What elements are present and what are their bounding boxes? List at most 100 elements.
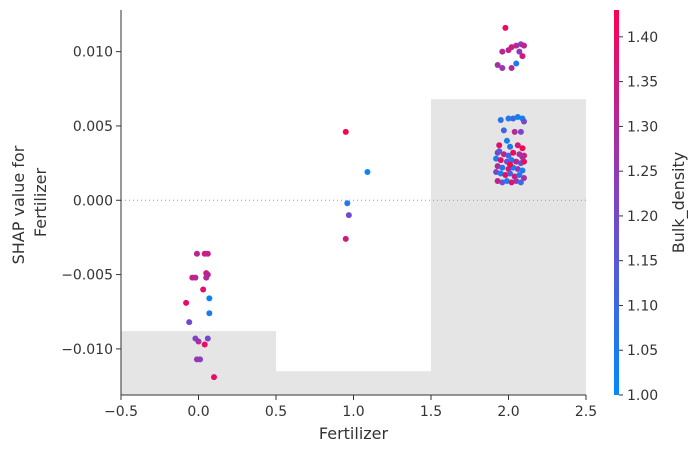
- scatter-point: [503, 137, 510, 144]
- scatter-point: [204, 250, 211, 257]
- scatter-point: [342, 235, 349, 242]
- colorbar-tick-label: 1.15: [627, 254, 658, 270]
- colorbar-label: Bulk_density: [669, 152, 689, 254]
- scatter-point: [521, 174, 527, 181]
- scatter-point: [521, 42, 527, 49]
- scatter-point: [513, 60, 520, 67]
- x-axis-label: Fertilizer: [319, 424, 389, 443]
- colorbar-tick-label: 1.05: [627, 343, 658, 359]
- scatter-point: [364, 169, 371, 176]
- scatter-point: [521, 118, 527, 125]
- scatter-point: [500, 151, 507, 158]
- scatter-point: [204, 335, 211, 342]
- scatter-point: [513, 42, 520, 49]
- histogram-bar: [431, 99, 586, 396]
- scatter-point: [502, 172, 509, 178]
- scatter-point: [494, 177, 501, 184]
- x-tick-label: 0.5: [265, 404, 287, 420]
- scatter-point: [514, 114, 521, 121]
- colorbar-tick-label: 1.10: [627, 298, 658, 314]
- scatter-point: [508, 179, 515, 186]
- colorbar-tick-label: 1.30: [627, 119, 658, 135]
- scatter-point: [497, 170, 504, 177]
- scatter-point: [497, 117, 504, 123]
- colorbar-tick-label: 1.20: [627, 209, 658, 225]
- colorbar-tick-label: 1.25: [627, 164, 658, 180]
- scatter-point: [494, 62, 501, 68]
- scatter-point: [342, 128, 349, 135]
- scatter-point: [493, 169, 500, 176]
- scatter-point: [195, 338, 202, 345]
- y-tick-label: 0.000: [73, 193, 113, 209]
- scatter-point: [345, 212, 352, 219]
- scatter-point: [514, 166, 521, 173]
- scatter-point: [494, 163, 501, 170]
- colorbar-tick-label: 1.35: [627, 75, 658, 91]
- scatter-point: [516, 172, 523, 178]
- scatter-point: [496, 148, 503, 155]
- histogram-bar: [276, 371, 431, 395]
- scatter-point: [503, 177, 510, 184]
- scatter-point: [201, 341, 208, 348]
- y-tick-label: −0.005: [61, 268, 113, 284]
- x-tick-label: 0.0: [187, 404, 209, 420]
- x-tick-label: 1.0: [342, 404, 364, 420]
- colorbar-ticks: 1.00 1.05 1.10 1.15 1.20 1.25 1.30 1.35 1.40: [619, 30, 658, 404]
- scatter-point: [511, 128, 518, 135]
- x-axis: −0.5 0.0 0.5 1.0 1.5 2.0 2.5: [104, 394, 597, 420]
- scatter-point: [505, 152, 512, 159]
- scatter-point: [519, 145, 526, 152]
- scatter-point: [183, 299, 190, 306]
- scatter-point: [200, 286, 207, 293]
- scatter-point: [513, 158, 520, 165]
- scatter-point: [206, 310, 213, 317]
- scatter-point: [519, 154, 526, 161]
- scatter-point: [192, 274, 199, 281]
- scatter-point: [519, 167, 526, 174]
- scatter-points: [183, 24, 527, 381]
- scatter-point: [497, 157, 504, 164]
- scatter-point: [193, 250, 200, 257]
- scatter-point: [193, 356, 200, 363]
- scatter-point: [507, 143, 514, 150]
- scatter-point: [493, 155, 500, 162]
- y-axis: 0.010 0.005 0.000 −0.005 −0.010: [61, 10, 122, 395]
- scatter-point: [500, 127, 507, 134]
- scatter-point: [211, 374, 217, 381]
- scatter-point: [507, 161, 514, 168]
- scatter-point: [516, 48, 523, 55]
- scatter-point: [186, 319, 193, 326]
- scatter-point: [496, 142, 503, 149]
- y-axis-label: SHAP value for Fertilizer: [9, 141, 50, 265]
- x-tick-label: 1.5: [420, 404, 442, 420]
- scatter-point: [505, 115, 512, 122]
- scatter-point: [502, 24, 509, 31]
- scatter-point: [517, 128, 524, 135]
- x-tick-label: 2.5: [575, 404, 597, 420]
- scatter-point: [499, 164, 506, 171]
- x-tick-label: −0.5: [104, 404, 138, 420]
- y-axis-label-line-2: Fertilizer: [31, 167, 50, 237]
- scatter-point: [344, 200, 351, 207]
- colorbar: [614, 10, 619, 395]
- colorbar-tick-label: 1.00: [627, 388, 658, 404]
- x-tick-label: 2.0: [497, 404, 519, 420]
- scatter-point: [510, 115, 517, 122]
- scatter-point: [206, 295, 213, 302]
- scatter-point: [499, 64, 506, 71]
- scatter-point: [519, 53, 526, 60]
- scatter-point: [510, 149, 517, 156]
- y-tick-label: −0.010: [61, 342, 113, 358]
- scatter-point: [505, 47, 512, 54]
- scatter-point: [499, 48, 506, 55]
- colorbar-tick-label: 1.40: [627, 30, 658, 46]
- scatter-point: [513, 177, 520, 184]
- y-tick-label: 0.010: [73, 45, 113, 61]
- scatter-point: [517, 179, 524, 186]
- y-tick-label: 0.005: [73, 119, 113, 135]
- scatter-point: [499, 179, 506, 186]
- scatter-point: [514, 142, 521, 149]
- scatter-point: [203, 274, 210, 281]
- scatter-point: [508, 64, 515, 71]
